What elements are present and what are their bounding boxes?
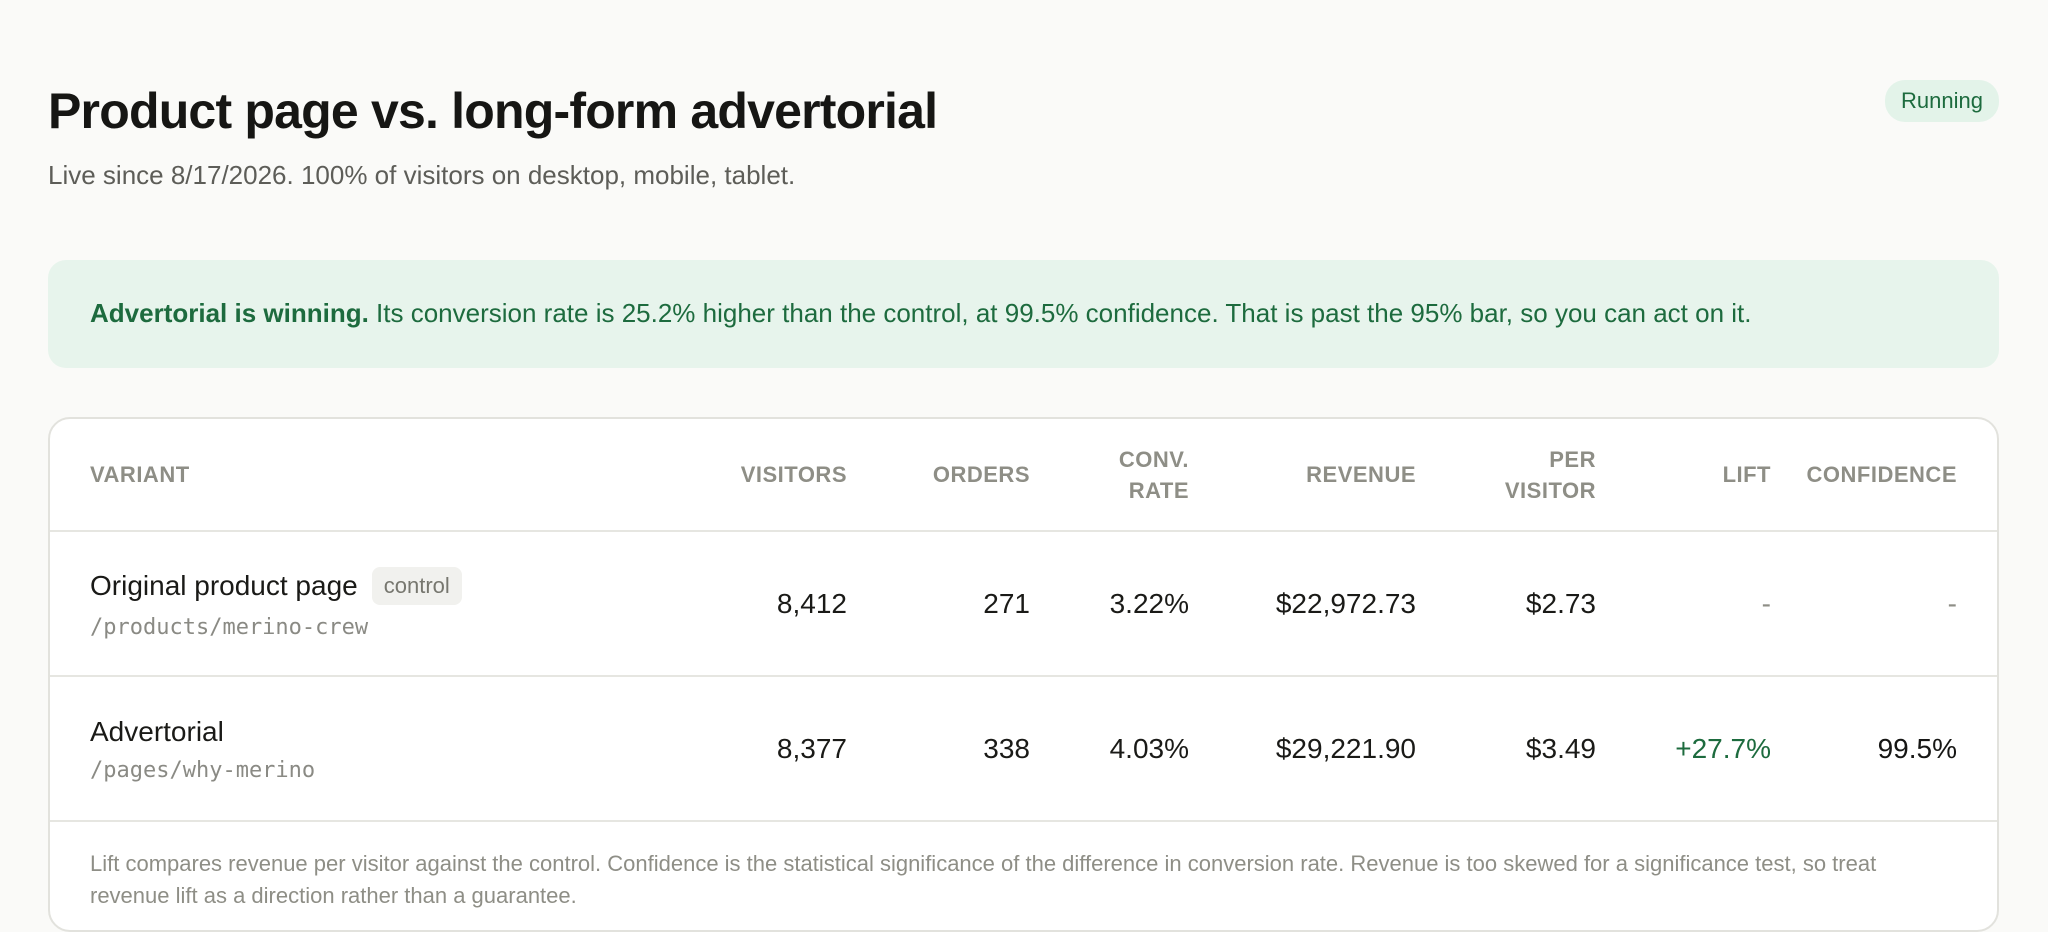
revenue-cell: $22,972.73 <box>1189 531 1416 677</box>
page-subtitle: Live since 8/17/2026. 100% of visitors o… <box>48 160 796 190</box>
page-header: Product page vs. long-form advertorial L… <box>48 0 1999 220</box>
visitors-cell: 8,377 <box>710 676 847 822</box>
visitors-cell: 8,412 <box>710 531 847 677</box>
column-header-per-visitor-label: Per visitor <box>1504 446 1596 503</box>
results-card: Variant Visitors Orders Conv. rate Reven… <box>48 417 1999 932</box>
confidence-cell: - <box>1771 531 1997 677</box>
variant-path: /pages/why-merino <box>90 757 316 783</box>
table-row[interactable]: Original product page control /products/m… <box>50 531 1997 677</box>
per-visitor-cell: $3.49 <box>1416 676 1596 822</box>
result-banner-text: Its conversion rate is 25.2% higher than… <box>368 298 1752 328</box>
confidence-cell: 99.5% <box>1771 676 1997 822</box>
per-visitor-cell: $2.73 <box>1416 531 1596 677</box>
variant-cell: Original product page control /products/m… <box>50 531 710 677</box>
column-header-conv-rate: Conv. rate <box>1030 419 1189 532</box>
conv-rate-cell: 4.03% <box>1030 676 1189 822</box>
lift-cell: +27.7% <box>1596 676 1771 822</box>
orders-cell: 271 <box>847 531 1030 677</box>
table-footnote: Lift compares revenue per visitor agains… <box>90 851 1877 908</box>
lift-cell: - <box>1596 531 1771 677</box>
results-table: Variant Visitors Orders Conv. rate Reven… <box>50 419 1997 822</box>
column-header-revenue: Revenue <box>1189 419 1416 532</box>
table-row[interactable]: Advertorial /pages/why-merino 8,377 338 … <box>50 676 1997 822</box>
orders-cell: 338 <box>847 676 1030 822</box>
column-header-conv-rate-label: Conv. rate <box>1118 446 1189 503</box>
result-banner-lead: Advertorial is winning. <box>90 298 369 328</box>
result-banner: Advertorial is winning. Its conversion r… <box>48 260 1999 368</box>
page-title: Product page vs. long-form advertorial <box>48 83 938 139</box>
table-header-row: Variant Visitors Orders Conv. rate Reven… <box>50 419 1997 532</box>
control-tag: control <box>371 567 462 605</box>
column-header-visitors: Visitors <box>710 419 847 532</box>
experiment-page: Product page vs. long-form advertorial L… <box>48 0 1999 932</box>
column-header-lift: Lift <box>1596 419 1771 532</box>
column-header-per-visitor: Per visitor <box>1416 419 1596 532</box>
conv-rate-cell: 3.22% <box>1030 531 1189 677</box>
column-header-variant: Variant <box>50 419 710 532</box>
variant-cell: Advertorial /pages/why-merino <box>50 676 710 822</box>
variant-name: Advertorial <box>90 715 224 747</box>
variant-path: /products/merino-crew <box>90 615 369 640</box>
revenue-cell: $29,221.90 <box>1189 676 1416 822</box>
variant-name: Original product page <box>90 570 358 601</box>
status-badge: Running <box>1885 80 1999 122</box>
column-header-orders: Orders <box>847 419 1030 532</box>
column-header-confidence: Confidence <box>1771 419 1997 532</box>
